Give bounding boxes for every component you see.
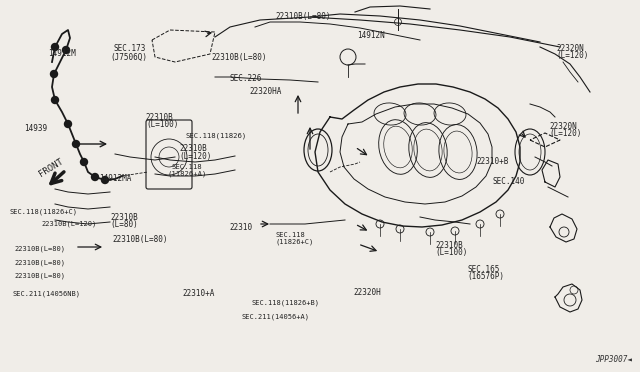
Circle shape xyxy=(92,173,99,180)
Text: (L=100): (L=100) xyxy=(146,120,179,129)
Circle shape xyxy=(51,44,58,51)
Text: (J7506Q): (J7506Q) xyxy=(111,53,148,62)
Text: FRONT: FRONT xyxy=(37,157,65,179)
Text: (11826+C): (11826+C) xyxy=(275,238,314,245)
Text: 22320N: 22320N xyxy=(557,44,584,53)
Text: (16576P): (16576P) xyxy=(467,272,504,281)
Text: 22310B: 22310B xyxy=(435,241,463,250)
Text: 22310: 22310 xyxy=(229,223,252,232)
Circle shape xyxy=(102,176,109,183)
Text: 14939: 14939 xyxy=(24,124,47,133)
Text: SEC.118(11826+C): SEC.118(11826+C) xyxy=(10,208,77,215)
Text: (L=80): (L=80) xyxy=(110,220,138,229)
Text: (11826+A): (11826+A) xyxy=(168,170,207,177)
Text: SEC.211(14056+A): SEC.211(14056+A) xyxy=(242,314,310,320)
Text: 22310B: 22310B xyxy=(110,213,138,222)
Text: 22310B: 22310B xyxy=(179,144,207,153)
Circle shape xyxy=(72,141,79,148)
Text: 22310B(L=80): 22310B(L=80) xyxy=(14,272,65,279)
Circle shape xyxy=(65,121,72,128)
Circle shape xyxy=(51,71,58,77)
Text: 14912MA: 14912MA xyxy=(99,174,132,183)
Text: 22310+B: 22310+B xyxy=(477,157,509,166)
Text: 22310B: 22310B xyxy=(146,113,173,122)
Text: SEC.140: SEC.140 xyxy=(493,177,525,186)
Text: SEC.118(11826): SEC.118(11826) xyxy=(186,132,247,139)
Text: JPP3007◄: JPP3007◄ xyxy=(595,355,632,364)
Text: (L=100): (L=100) xyxy=(435,248,468,257)
Circle shape xyxy=(63,46,70,54)
Text: SEC.173: SEC.173 xyxy=(114,44,147,53)
Text: 22310B(L=80): 22310B(L=80) xyxy=(14,246,65,253)
Text: 22310B(L=80): 22310B(L=80) xyxy=(275,12,331,21)
Text: 14912N: 14912N xyxy=(357,31,385,40)
Text: SEC.211(14056NB): SEC.211(14056NB) xyxy=(13,291,81,297)
Circle shape xyxy=(81,158,88,166)
Text: 14912M: 14912M xyxy=(48,49,76,58)
Text: 22320H: 22320H xyxy=(354,288,381,296)
Text: (L=120): (L=120) xyxy=(179,152,212,161)
Text: 22310+A: 22310+A xyxy=(182,289,215,298)
Text: SEC.118(11826+B): SEC.118(11826+B) xyxy=(252,300,319,307)
Text: 22310B(L=80): 22310B(L=80) xyxy=(112,235,168,244)
Text: 22320HA: 22320HA xyxy=(250,87,282,96)
Text: SEC.118: SEC.118 xyxy=(275,232,305,238)
Text: SEC.226: SEC.226 xyxy=(229,74,262,83)
Circle shape xyxy=(51,96,58,103)
Text: SEC.118: SEC.118 xyxy=(172,164,202,170)
Text: 22310B(L=80): 22310B(L=80) xyxy=(211,53,267,62)
Text: (L=120): (L=120) xyxy=(549,129,582,138)
Text: 22310B(L=120): 22310B(L=120) xyxy=(42,221,97,227)
Text: (L=120): (L=120) xyxy=(557,51,589,60)
Text: 22320N: 22320N xyxy=(549,122,577,131)
Text: 22310B(L=80): 22310B(L=80) xyxy=(14,259,65,266)
Text: SEC.165: SEC.165 xyxy=(467,265,500,274)
